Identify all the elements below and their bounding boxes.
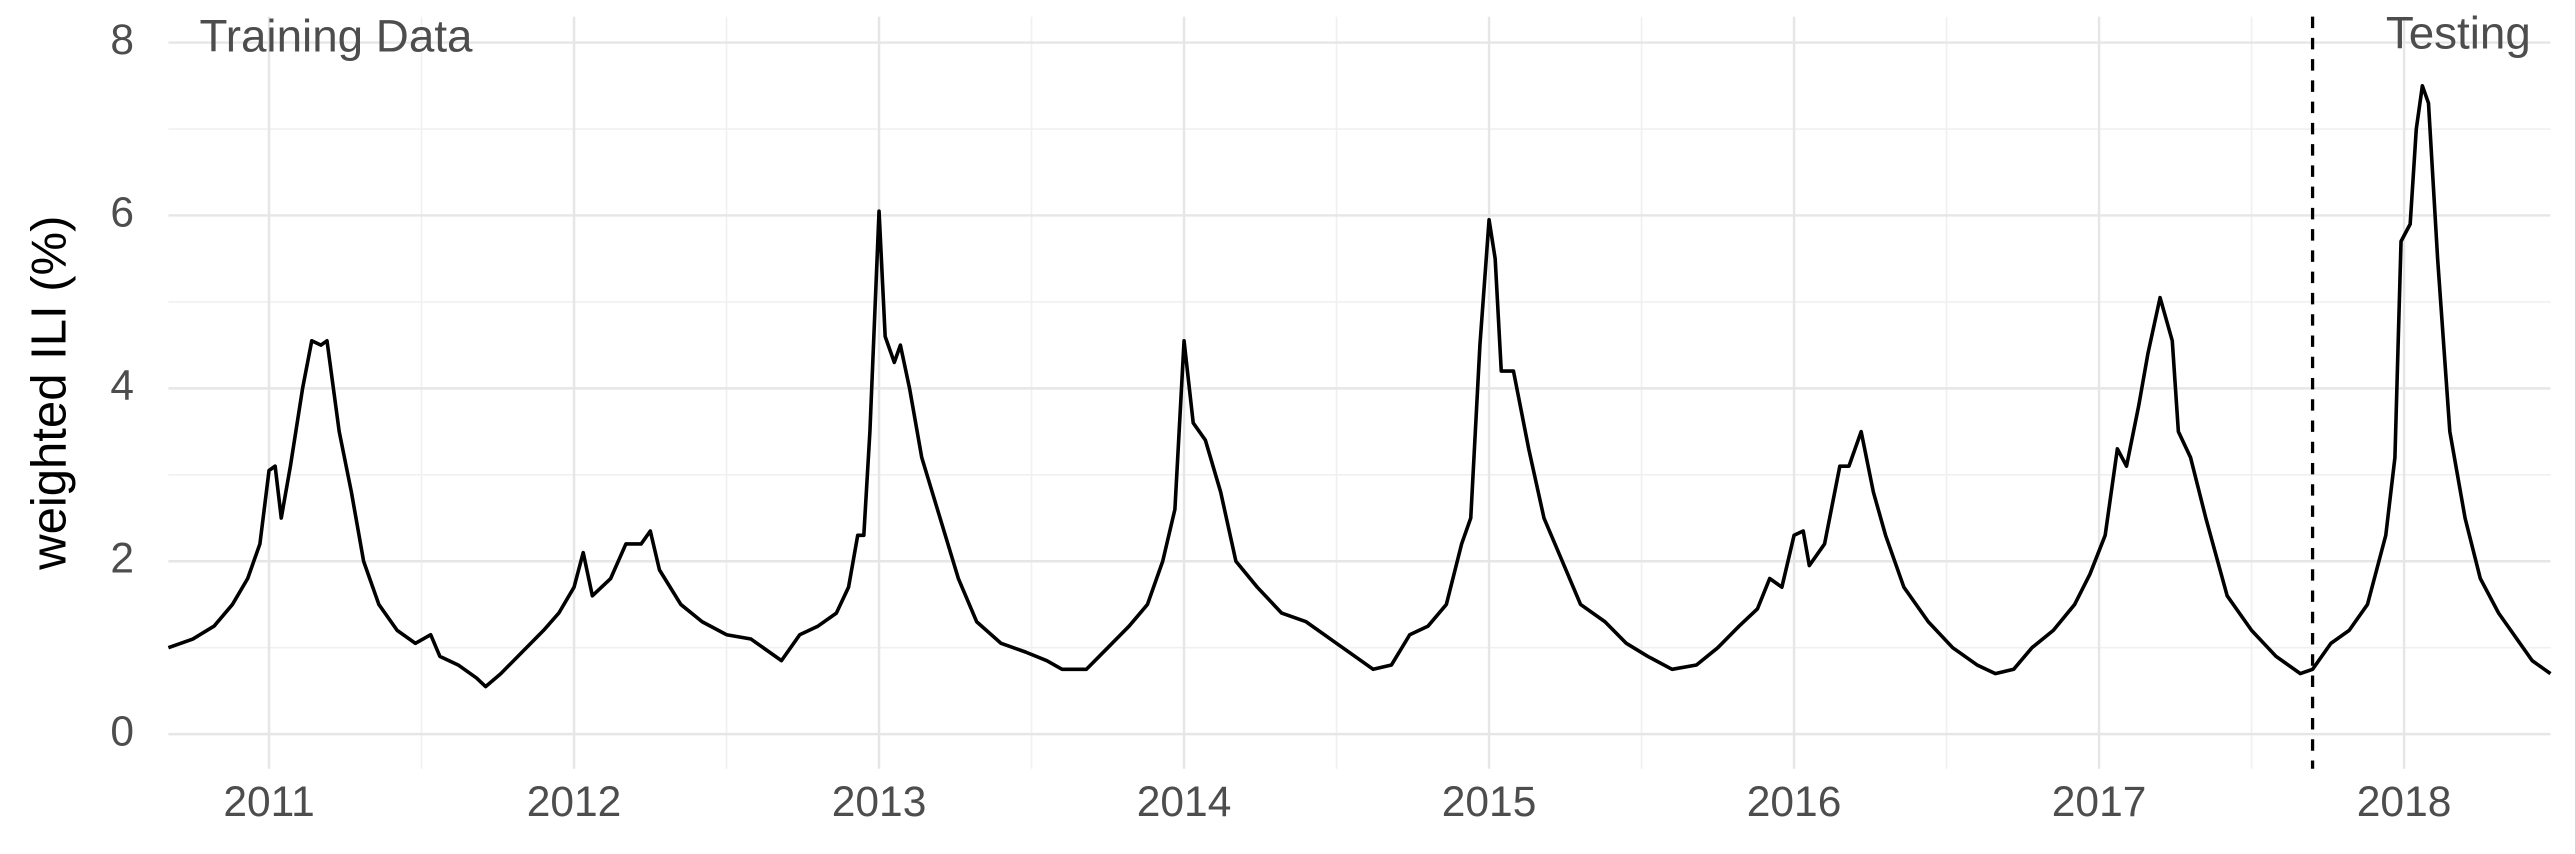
annotation: Training Data [199, 11, 473, 62]
y-tick-label: 2 [110, 535, 134, 582]
x-tick-label: 2016 [1747, 779, 1842, 826]
x-tick-label: 2014 [1137, 779, 1232, 826]
y-tick-label: 6 [110, 190, 134, 237]
x-tick-label: 2012 [527, 779, 622, 826]
x-tick-label: 2015 [1442, 779, 1537, 826]
y-tick-label: 4 [110, 363, 134, 410]
x-tick-label: 2018 [2357, 779, 2452, 826]
x-tick-label: 2017 [2052, 779, 2147, 826]
y-tick-label: 0 [110, 708, 134, 755]
x-tick-label: 2011 [223, 779, 314, 826]
data-line [167, 83, 2552, 689]
annotation: Testing [2386, 7, 2531, 58]
x-tick-label: 2013 [832, 779, 927, 826]
y-axis-label: weighted ILI (%) [22, 216, 76, 571]
y-tick-label: 8 [110, 17, 134, 64]
